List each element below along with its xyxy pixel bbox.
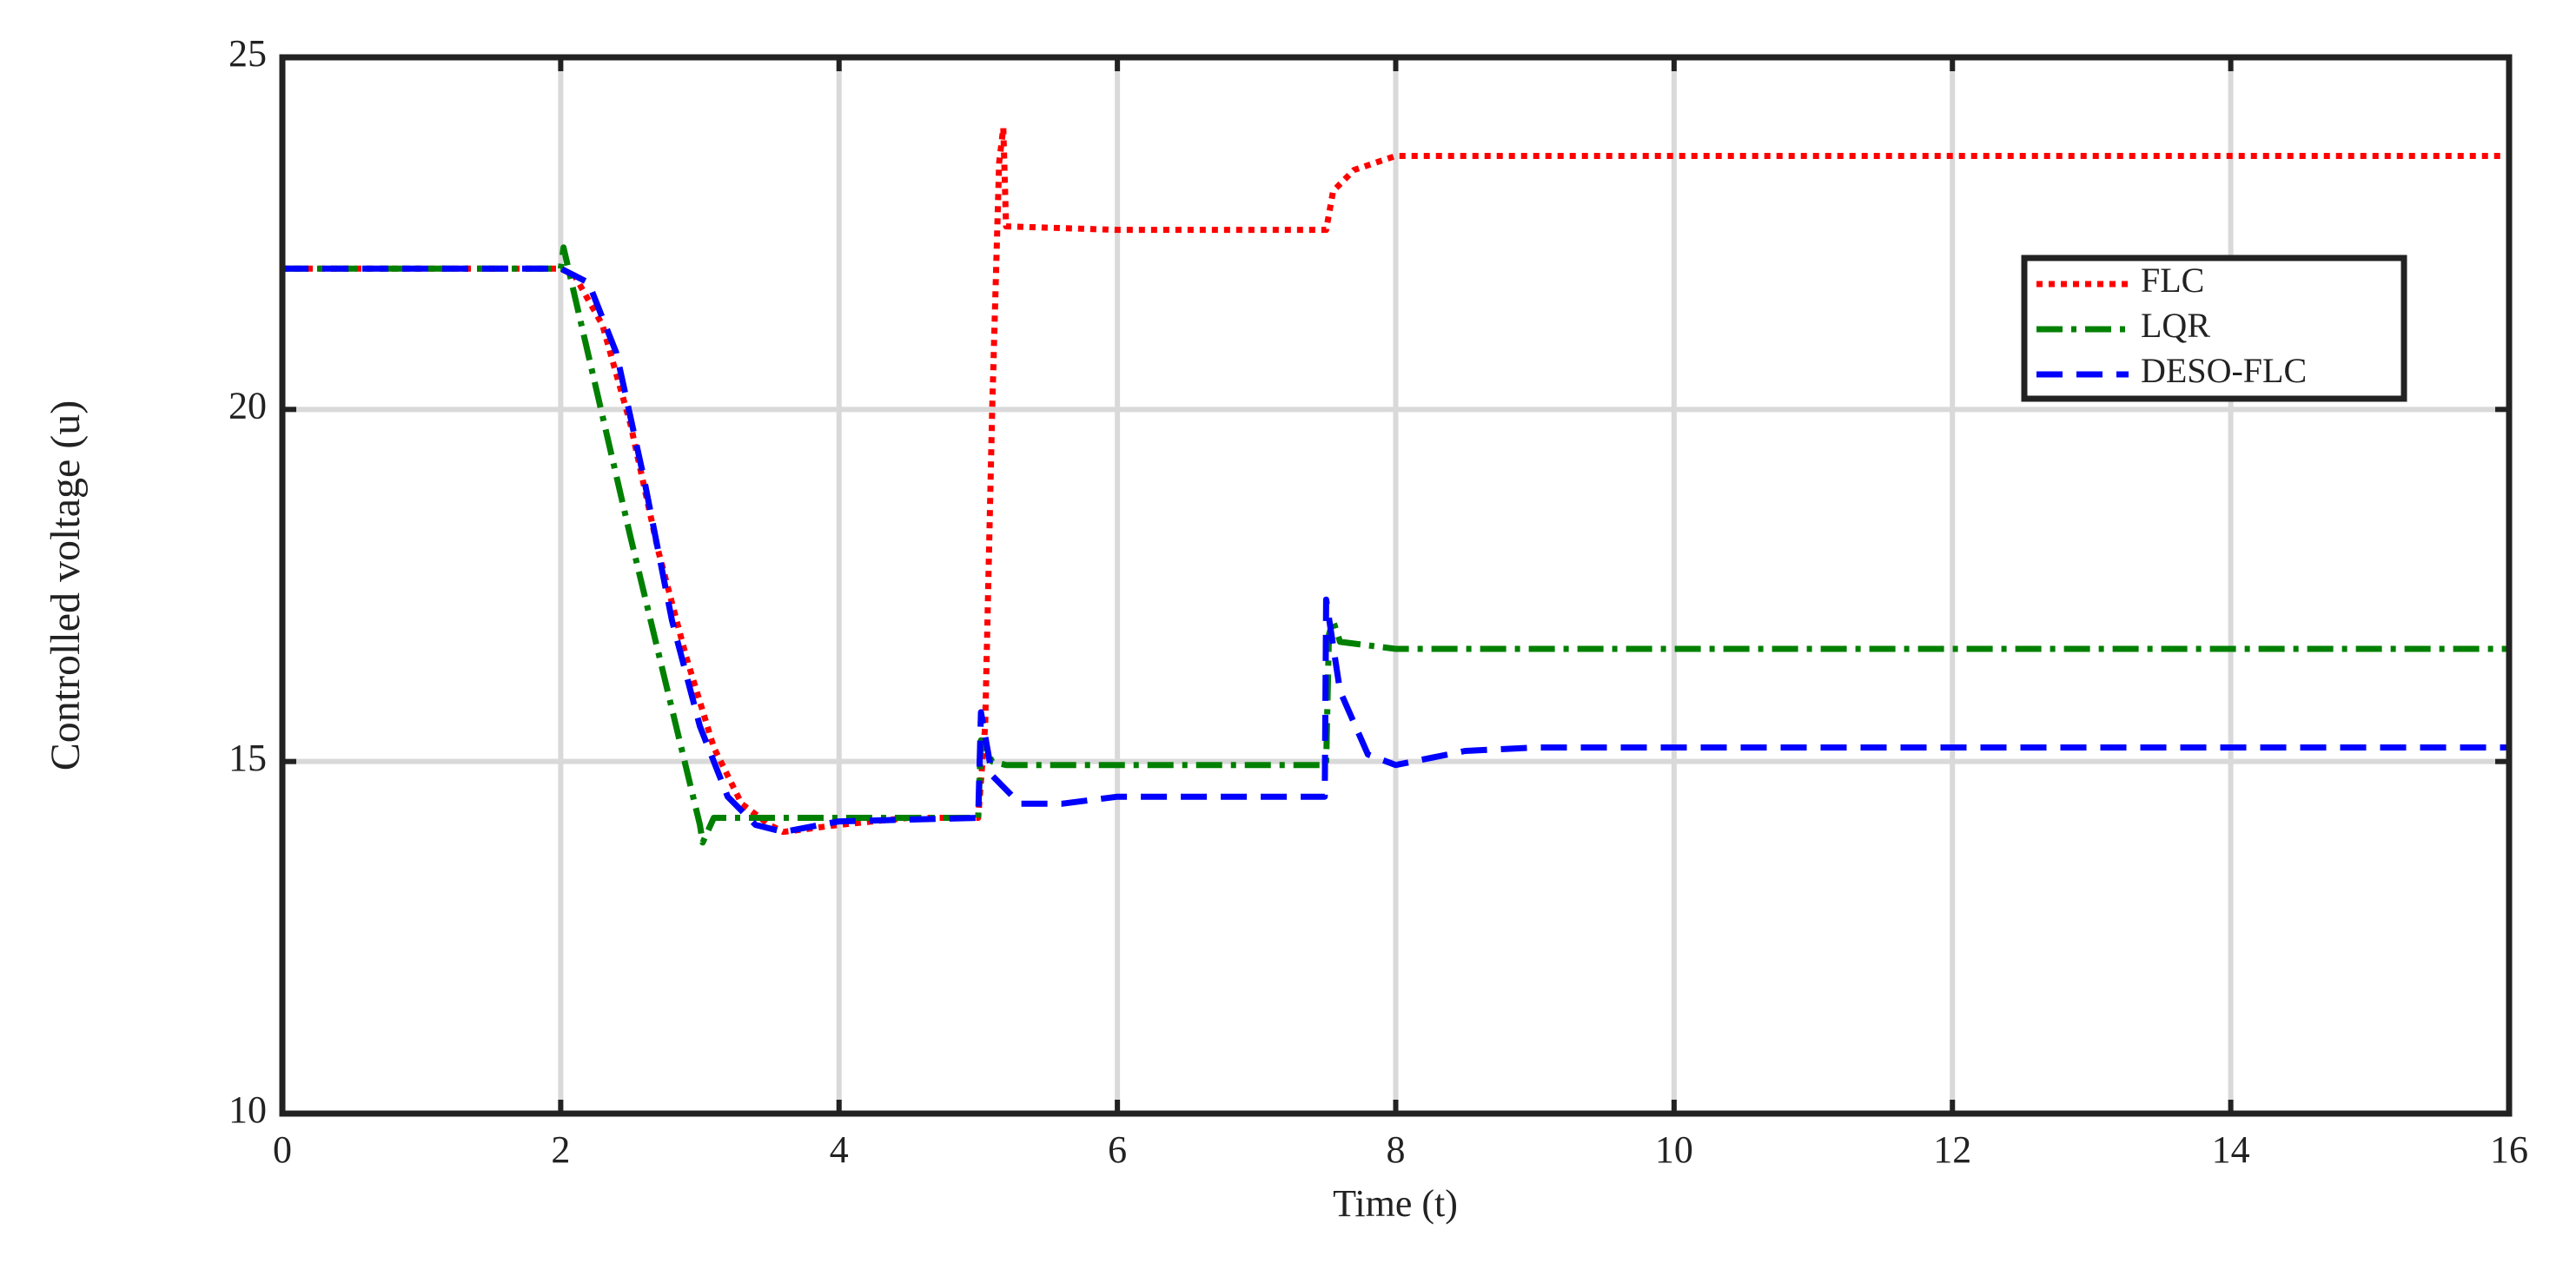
x-tick-label: 6 (1108, 1128, 1127, 1171)
series-line (282, 244, 2509, 846)
series-line (282, 265, 2509, 836)
x-axis-label: Time (t) (1333, 1182, 1458, 1225)
x-tick-label: 2 (551, 1128, 570, 1171)
plot-frame (279, 54, 2513, 1117)
legend-label: FLC (2141, 261, 2204, 300)
legend-label: LQR (2141, 306, 2210, 345)
y-tick-label: 20 (228, 384, 267, 427)
x-tick-label: 0 (273, 1128, 292, 1171)
y-tick-label: 15 (228, 737, 267, 779)
x-tick-label: 4 (830, 1128, 849, 1171)
y-axis-label: Controlled voltage (u) (43, 400, 89, 771)
y-tick-label: 25 (228, 32, 267, 75)
y-tick-label: 10 (228, 1088, 267, 1131)
x-tick-label: 14 (2212, 1128, 2250, 1171)
x-tick-label: 12 (1933, 1128, 1971, 1171)
x-tick-label: 8 (1387, 1128, 1406, 1171)
x-tick-label: 10 (1655, 1128, 1693, 1171)
x-tick-label: 16 (2490, 1128, 2528, 1171)
legend-label: DESO-FLC (2141, 351, 2307, 390)
